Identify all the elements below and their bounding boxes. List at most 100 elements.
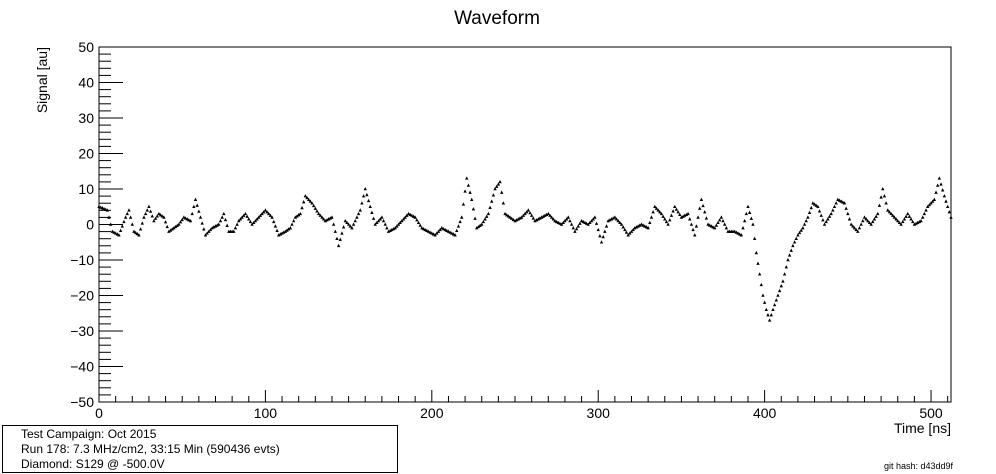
waveform-point — [323, 218, 328, 223]
waveform-point — [376, 218, 381, 223]
waveform-point — [784, 265, 788, 269]
y-tick-label: 0 — [86, 217, 94, 233]
waveform-point — [173, 224, 178, 229]
waveform-point — [787, 253, 792, 257]
waveform-point — [658, 210, 662, 214]
waveform-point — [539, 215, 544, 219]
waveform-point — [504, 213, 509, 217]
waveform-point — [476, 224, 481, 229]
waveform-point — [390, 227, 394, 232]
x-tick-label: 500 — [919, 405, 943, 421]
waveform-point — [262, 210, 266, 214]
waveform-point — [618, 220, 622, 225]
waveform-point — [816, 204, 820, 209]
waveform-point — [138, 227, 143, 231]
waveform-point — [360, 201, 364, 205]
waveform-point — [914, 221, 918, 225]
waveform-point — [892, 215, 897, 219]
waveform-point — [621, 225, 625, 229]
waveform-point — [460, 215, 464, 219]
waveform-point — [764, 307, 768, 311]
waveform-point — [291, 218, 296, 223]
waveform-point — [485, 214, 489, 218]
waveform-point — [152, 218, 156, 223]
waveform-point — [355, 215, 359, 219]
waveform-point — [866, 218, 870, 223]
waveform-point — [891, 213, 895, 217]
waveform-point — [879, 195, 883, 199]
waveform-point — [772, 302, 777, 307]
waveform-point — [501, 201, 506, 205]
waveform-point — [348, 224, 352, 228]
waveform-point — [396, 222, 401, 226]
waveform-point — [593, 215, 597, 219]
waveform-point — [699, 197, 704, 201]
y-axis-ticks: −50 −40 −30 −20 −10 0 10 20 30 40 50 — [70, 39, 123, 410]
waveform-point — [844, 206, 848, 210]
waveform-point — [222, 211, 226, 216]
waveform-point — [453, 233, 457, 237]
x-tick-label: 200 — [420, 405, 444, 421]
waveform-point — [248, 219, 253, 224]
waveform-point — [516, 217, 521, 221]
waveform-point — [252, 220, 256, 225]
waveform-point — [506, 214, 511, 218]
waveform-point — [391, 226, 396, 231]
waveform-point — [486, 211, 491, 216]
waveform-point — [842, 201, 847, 205]
waveform-point — [127, 208, 131, 212]
waveform-point — [633, 226, 637, 230]
waveform-point — [613, 215, 617, 219]
waveform-point — [766, 313, 770, 317]
waveform-point — [749, 216, 754, 220]
waveform-point — [852, 226, 857, 230]
waveform-point — [861, 218, 865, 223]
waveform-point — [415, 218, 419, 222]
waveform-point — [589, 218, 594, 223]
waveform-point — [574, 226, 579, 231]
info-campaign: Test Campaign: Oct 2015 — [21, 427, 157, 441]
waveform-point — [821, 218, 825, 222]
waveform-point — [747, 210, 752, 214]
waveform-point — [549, 215, 554, 219]
waveform-point — [719, 215, 724, 219]
waveform-point — [383, 222, 387, 226]
waveform-point — [638, 223, 642, 227]
waveform-point — [689, 222, 694, 226]
waveform-point — [564, 217, 569, 221]
waveform-point — [300, 205, 304, 210]
waveform-point — [353, 218, 357, 223]
waveform-point — [906, 211, 910, 216]
waveform-point — [911, 219, 915, 224]
waveform-point — [200, 221, 204, 225]
y-axis-label: Signal [au] — [34, 47, 50, 113]
y-tick-label: −40 — [70, 359, 94, 375]
waveform-point — [782, 272, 787, 276]
waveform-point — [524, 210, 529, 214]
waveform-point — [701, 203, 705, 208]
waveform-point — [245, 214, 249, 218]
waveform-point — [108, 222, 113, 226]
waveform-point — [358, 208, 362, 212]
waveform-point — [566, 215, 570, 219]
waveform-point — [904, 214, 908, 218]
waveform-point — [871, 219, 875, 224]
waveform-point — [934, 190, 938, 194]
waveform-point — [418, 223, 422, 227]
waveform-point — [267, 211, 271, 216]
waveform-point — [754, 250, 759, 255]
waveform-point — [896, 218, 900, 223]
waveform-point — [400, 218, 404, 223]
waveform-point — [909, 217, 913, 221]
waveform-point — [167, 229, 171, 233]
waveform-point — [233, 226, 238, 230]
x-tick-label: 100 — [254, 405, 278, 421]
run-info-box: Test Campaign: Oct 2015 Run 178: 7.3 MHz… — [2, 425, 398, 473]
waveform-point — [466, 183, 471, 187]
chart-title: Waveform — [454, 8, 540, 29]
waveform-point — [779, 284, 783, 288]
waveform-point — [305, 195, 309, 200]
waveform-point — [819, 213, 823, 217]
waveform-point — [629, 229, 634, 233]
waveform-point — [623, 227, 627, 232]
